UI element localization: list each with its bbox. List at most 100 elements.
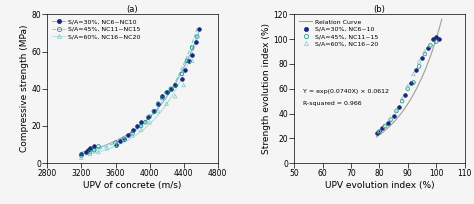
Point	[137, 121, 145, 124]
Point	[167, 87, 174, 90]
Point	[95, 145, 102, 148]
Point	[178, 72, 186, 75]
Point	[84, 149, 92, 152]
Point	[120, 137, 128, 141]
Point	[86, 152, 94, 155]
Legend: S/A=30%, NC6~NC10, S/A=45%, NC11~NC15, S/A=60%, NC16~NC20: S/A=30%, NC6~NC10, S/A=45%, NC11~NC15, S…	[51, 17, 142, 41]
Point	[129, 132, 137, 135]
Point	[435, 38, 443, 41]
Point	[188, 54, 196, 57]
Point	[185, 59, 192, 62]
Point	[112, 143, 119, 146]
Point	[407, 81, 414, 84]
Point	[375, 129, 383, 133]
X-axis label: UPV of concrete (m/s): UPV of concrete (m/s)	[83, 181, 182, 190]
Point	[137, 128, 145, 131]
Point	[178, 78, 186, 81]
Point	[163, 91, 170, 94]
Point	[78, 152, 85, 155]
Point	[129, 128, 137, 131]
Point	[188, 59, 196, 62]
Point	[424, 46, 431, 49]
Point	[120, 137, 128, 141]
Point	[429, 38, 437, 41]
Point	[133, 124, 141, 128]
Point	[86, 150, 94, 154]
Point	[91, 149, 98, 152]
Point	[180, 83, 187, 87]
Point	[95, 150, 102, 154]
Point	[390, 114, 397, 118]
Point	[375, 129, 383, 133]
Point	[398, 100, 406, 103]
Point	[193, 35, 201, 38]
Point	[427, 44, 434, 47]
Point	[398, 97, 406, 100]
Point	[144, 115, 152, 118]
Point	[171, 94, 179, 98]
Point	[432, 35, 440, 38]
Point	[392, 108, 400, 111]
Y-axis label: Compressive strength (MPa): Compressive strength (MPa)	[19, 25, 28, 153]
Point	[146, 121, 154, 124]
Point	[387, 117, 394, 120]
Point	[154, 102, 162, 105]
Point	[432, 40, 440, 43]
Point	[158, 96, 166, 100]
Point	[120, 137, 128, 141]
Point	[150, 109, 157, 113]
Point	[427, 44, 434, 47]
Point	[171, 83, 179, 87]
Point	[392, 109, 400, 113]
Point	[129, 134, 137, 137]
Point	[418, 56, 426, 59]
Point	[415, 65, 423, 68]
Point	[401, 93, 409, 96]
X-axis label: UPV evolution index (%): UPV evolution index (%)	[325, 181, 434, 190]
Point	[195, 28, 203, 31]
Point	[421, 52, 428, 56]
Point	[421, 50, 428, 53]
Point	[410, 81, 417, 84]
Point	[404, 87, 411, 90]
Point	[183, 59, 191, 62]
Point	[154, 109, 162, 113]
Legend: Relation Curve, S/A=30%, NC6~10, S/A=45%, NC11~15, S/A=60%, NC16~20: Relation Curve, S/A=30%, NC6~10, S/A=45%…	[297, 17, 380, 48]
Point	[112, 143, 119, 146]
Text: R-squared = 0.966: R-squared = 0.966	[303, 101, 361, 106]
Point	[381, 124, 389, 128]
Point	[410, 72, 417, 75]
Point	[412, 69, 420, 72]
Point	[158, 94, 166, 98]
Point	[404, 85, 411, 88]
Point	[375, 131, 383, 134]
Y-axis label: Strength evolution index (%): Strength evolution index (%)	[262, 23, 271, 154]
Point	[182, 69, 189, 72]
Point	[82, 150, 90, 154]
Point	[146, 115, 154, 118]
Point	[191, 41, 199, 44]
Point	[163, 102, 170, 105]
Point	[378, 127, 386, 130]
Point	[78, 154, 85, 157]
Point	[387, 118, 394, 121]
Point	[150, 109, 157, 113]
Point	[193, 35, 201, 38]
Point	[86, 147, 94, 150]
Point	[167, 87, 174, 90]
Point	[116, 139, 124, 142]
Point	[373, 132, 380, 135]
Point	[78, 156, 85, 159]
Text: Y = exp(0.0740X) × 0.0612: Y = exp(0.0740X) × 0.0612	[303, 89, 389, 94]
Point	[154, 102, 162, 105]
Title: (a): (a)	[127, 4, 138, 13]
Point	[163, 91, 170, 94]
Point	[137, 124, 145, 128]
Point	[103, 147, 111, 150]
Point	[142, 121, 149, 124]
Point	[381, 124, 389, 128]
Point	[188, 46, 196, 49]
Point	[415, 60, 423, 63]
Point	[125, 134, 132, 137]
Point	[171, 83, 179, 87]
